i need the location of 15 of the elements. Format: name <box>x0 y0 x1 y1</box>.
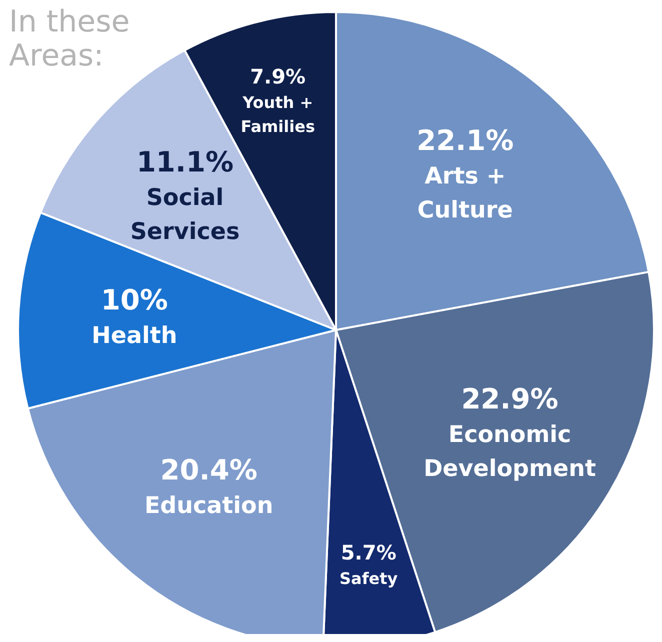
data-label: 20.4% <box>160 453 258 486</box>
slice-label: Arts + Culture <box>417 164 513 224</box>
slice-label: Youth + Families <box>240 92 315 136</box>
slice-label: Health <box>92 323 178 350</box>
data-label: 7.9% <box>250 64 306 88</box>
data-label: 10% <box>100 284 168 317</box>
chart-title: In these Areas: <box>9 4 140 74</box>
slice-label: Education <box>144 492 274 519</box>
slice-label: Economic Development <box>424 422 596 482</box>
data-label: 11.1% <box>136 145 234 178</box>
data-label: 22.9% <box>461 382 558 416</box>
slice-label: Safety <box>340 569 398 588</box>
data-label: 5.7% <box>340 540 396 565</box>
data-label: 22.1% <box>416 124 514 158</box>
slice-label: Social Services <box>130 184 240 245</box>
